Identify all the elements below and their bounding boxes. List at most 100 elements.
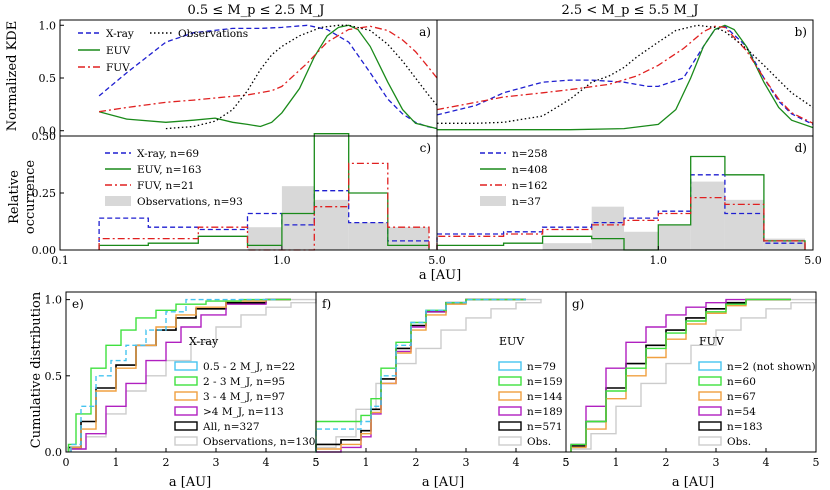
- legend-swatch-c: [105, 196, 131, 206]
- legend-swatch-e: [174, 391, 198, 401]
- legend-swatch-e: [174, 421, 198, 431]
- xtick-label-c: 5.0: [428, 254, 446, 267]
- hist-bar-d: [591, 206, 625, 250]
- legend-swatch-f: [498, 406, 522, 416]
- legend-label-e: Observations, n=130: [203, 436, 315, 448]
- axes-frame-g: [565, 291, 817, 453]
- legend-label-e: 2 - 3 M_J, n=95: [203, 376, 285, 388]
- legend-label-d: n=258: [512, 148, 548, 160]
- hist-bar-c: [247, 227, 282, 250]
- hist-ylabel-2: occurrence: [23, 160, 38, 235]
- legend-label-a: Observations: [178, 28, 248, 40]
- panel-label-d: d): [795, 141, 807, 155]
- series-line-a: [99, 25, 438, 113]
- legend-swatch-f: [498, 421, 522, 431]
- legend-swatch-f: [498, 391, 522, 401]
- panel-label-c: c): [420, 141, 431, 155]
- series-line-b: [437, 24, 814, 131]
- title-right: 2.5 < M_p ≤ 5.5 M_J: [562, 3, 699, 18]
- panel-label-b: b): [795, 25, 807, 39]
- hist-step-c: [98, 133, 430, 250]
- ytick-label-c: 0.00: [32, 244, 57, 257]
- legend-label-a: FUV: [106, 62, 130, 74]
- ytick-label-c: 0.50: [32, 130, 57, 143]
- xtick-label-e: 3: [213, 456, 220, 469]
- axes-frame-d: [436, 135, 814, 251]
- legend-label-e: All, n=327: [202, 421, 260, 433]
- legend-label-e: 3 - 4 M_J, n=97: [203, 391, 285, 403]
- series-line-b: [436, 25, 814, 124]
- panel-d-histogram: 1.0 5.0 d) n=258 n=408 n=162 n=37: [436, 135, 822, 267]
- cdf-step-f: [315, 298, 526, 453]
- xtick-label-d: 1.0: [650, 254, 668, 267]
- xtick-label-e: 4: [263, 456, 270, 469]
- panel-label-e: e): [72, 297, 84, 311]
- legend-swatch-e: [174, 436, 198, 446]
- xtick-label-g: 2: [663, 456, 670, 469]
- hist-bar-d: [724, 199, 764, 250]
- hist-bar-c: [387, 227, 429, 250]
- xtick-label-e: 5: [313, 456, 320, 469]
- cdf-step-e: [70, 298, 317, 452]
- hist-bar-c: [348, 222, 388, 250]
- hist-bar-d: [658, 224, 691, 250]
- cdf-step-e: [67, 298, 291, 452]
- xtick-label-g: 5: [813, 456, 820, 469]
- series-line-b: [437, 24, 814, 124]
- legend-swatch-e: [174, 406, 198, 416]
- legend-swatch-g: [698, 361, 722, 371]
- bottom-xlabel-e: a [AU]: [169, 475, 211, 490]
- panel-a-kde: 0.0 0.5 1.0 a) X-ray EUV FUV Observations: [39, 19, 438, 138]
- mid-xlabel: a [AU]: [419, 268, 461, 283]
- subtitle-g: FUV: [699, 335, 725, 348]
- legend-label-f: n=159: [527, 376, 563, 388]
- panel-label-f: f): [322, 297, 331, 311]
- series-line-a: [98, 24, 438, 130]
- cdf-step-g: [570, 298, 817, 452]
- legend-swatch-g: [698, 436, 722, 446]
- panel-b-kde: b): [436, 19, 814, 137]
- xtick-label-g: 4: [763, 456, 770, 469]
- subtitle-e: X-ray: [189, 335, 219, 348]
- cdf-step-g: [570, 298, 791, 452]
- legend-swatch-e: [174, 376, 198, 386]
- ytick-label-e: 0.5: [45, 370, 63, 383]
- hist-step-d: [436, 196, 806, 250]
- xtick-label-e: 2: [163, 456, 170, 469]
- legend-swatch-d: [480, 196, 506, 206]
- xtick-label-f: 2: [413, 456, 420, 469]
- series-line-b: [436, 25, 814, 125]
- panel-e-cdf: 0.0 0.5 1.0 0 1 2 3 4 5 e) X-ray 0.5 - 2 M_J, n=22 2…: [45, 291, 320, 469]
- hist-bar-d: [542, 243, 592, 250]
- xtick-label-c: 1.0: [273, 254, 291, 267]
- panel-f-cdf: 5 1 2 3 4 5 f) EUV n=79 n=159 n=144 n=189 n=571 Obs.: [313, 291, 570, 469]
- legend-label-g: n=183: [727, 421, 763, 433]
- legend-label-a: X-ray: [106, 28, 134, 40]
- hist-bar-d: [763, 238, 805, 250]
- legend-label-c: Observations, n=93: [137, 196, 243, 208]
- title-left: 0.5 ≤ M_p ≤ 2.5 M_J: [188, 3, 325, 18]
- legend-swatch-f: [498, 361, 522, 371]
- legend-label-f: Obs.: [527, 436, 551, 448]
- legend-label-d: n=162: [512, 180, 548, 192]
- xtick-label-f: 4: [513, 456, 520, 469]
- cdf-step-e: [70, 298, 276, 452]
- axes-frame-b: [436, 19, 814, 137]
- legend-label-f: n=144: [527, 391, 563, 403]
- legend-label-f: n=79: [527, 361, 556, 373]
- ytick-label-a: 0.0: [39, 125, 57, 138]
- legend-label-c: EUV, n=163: [137, 164, 202, 176]
- hist-ylabel-1: Relative: [7, 170, 22, 224]
- xtick-label-g: 3: [713, 456, 720, 469]
- panel-label-g: g): [572, 297, 584, 311]
- legend-label-f: n=571: [527, 421, 563, 433]
- legend-label-d: n=408: [512, 164, 548, 176]
- legend-label-c: X-ray, n=69: [137, 148, 199, 160]
- xtick-label-e: 1: [113, 456, 120, 469]
- hist-bar-c: [281, 186, 315, 250]
- cdf-step-e: [70, 298, 291, 452]
- ytick-label-e: 1.0: [45, 294, 63, 307]
- legend-label-c: FUV, n=21: [137, 180, 194, 192]
- legend-label-g: n=54: [727, 406, 756, 418]
- xtick-label-f: 3: [463, 456, 470, 469]
